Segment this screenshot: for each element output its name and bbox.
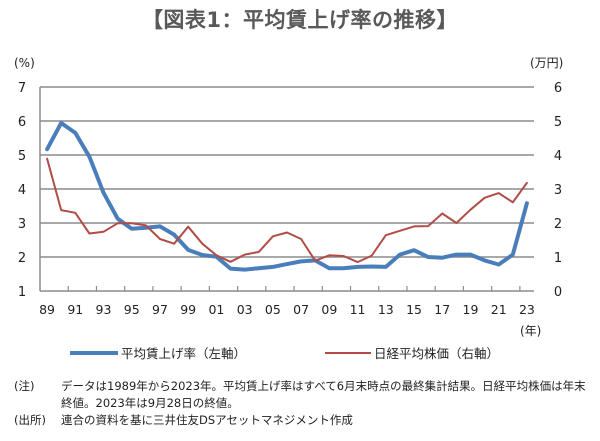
x-tick-label: 17 bbox=[434, 302, 450, 317]
x-tick-label: 07 bbox=[293, 302, 309, 317]
source-label: (出所) bbox=[14, 413, 46, 427]
x-tick-label: 09 bbox=[321, 302, 337, 317]
chart-title: 【図表1：平均賃上げ率の推移】 bbox=[141, 8, 459, 32]
x-tick-label: 23 bbox=[519, 302, 535, 317]
series-line-wage bbox=[45, 121, 529, 272]
series-line-nikkei bbox=[46, 157, 528, 264]
note-label: (注) bbox=[14, 379, 35, 393]
x-tick-label: 97 bbox=[152, 302, 168, 317]
source-row: (出所) 連合の資料を基に三井住友DSアセットマネジメント作成 bbox=[14, 412, 594, 429]
x-tick-label: 03 bbox=[237, 302, 253, 317]
legend-item-nikkei: 日経平均株価（右軸） bbox=[325, 343, 499, 362]
footnotes: (注) データは1989年から2023年。平均賃上げ率はすべて6月末時点の最終集… bbox=[14, 378, 594, 429]
x-tick-label: 11 bbox=[350, 302, 366, 317]
y-tick-left: 5 bbox=[18, 149, 26, 164]
x-tick-label: 13 bbox=[378, 302, 394, 317]
y-tick-left: 6 bbox=[18, 115, 26, 130]
y-tick-left: 4 bbox=[18, 183, 26, 198]
legend-swatch-blue bbox=[70, 350, 118, 355]
right-axis-unit: (万円) bbox=[530, 56, 563, 70]
note-text: データは1989年から2023年。平均賃上げ率はすべて6月末時点の最終集計結果。… bbox=[61, 379, 586, 410]
y-tick-right: 6 bbox=[554, 81, 562, 96]
x-tick-label: 95 bbox=[124, 302, 140, 317]
y-tick-right: 4 bbox=[554, 149, 562, 164]
x-tick-label: 89 bbox=[39, 302, 55, 317]
x-tick-label: 21 bbox=[491, 302, 507, 317]
y-tick-left: 7 bbox=[18, 81, 26, 96]
y-tick-right: 1 bbox=[554, 251, 562, 266]
y-tick-right: 0 bbox=[554, 285, 562, 300]
x-axis-unit: (年) bbox=[520, 324, 541, 338]
y-tick-left: 1 bbox=[18, 285, 26, 300]
x-tick-label: 05 bbox=[265, 302, 281, 317]
y-tick-right: 5 bbox=[554, 115, 562, 130]
legend-swatch-red bbox=[325, 351, 371, 354]
left-axis-unit: (%) bbox=[14, 56, 35, 70]
y-tick-right: 3 bbox=[554, 183, 562, 198]
series-lines bbox=[45, 121, 529, 272]
legend-label-wage: 平均賃上げ率（左軸） bbox=[121, 346, 247, 361]
x-tick-label: 19 bbox=[463, 302, 479, 317]
x-tick-label: 15 bbox=[406, 302, 422, 317]
y-tick-left: 2 bbox=[18, 251, 26, 266]
x-tick-label: 99 bbox=[180, 302, 196, 317]
legend-label-nikkei: 日経平均株価（右軸） bbox=[374, 346, 500, 361]
y-tick-right: 2 bbox=[554, 217, 562, 232]
x-tick-label: 91 bbox=[67, 302, 83, 317]
legend-item-wage: 平均賃上げ率（左軸） bbox=[70, 343, 246, 362]
axes bbox=[39, 87, 534, 292]
x-tick-label: 01 bbox=[208, 302, 224, 317]
x-tick-label: 93 bbox=[96, 302, 112, 317]
note-row: (注) データは1989年から2023年。平均賃上げ率はすべて6月末時点の最終集… bbox=[14, 378, 594, 412]
source-text: 連合の資料を基に三井住友DSアセットマネジメント作成 bbox=[61, 413, 353, 427]
y-tick-left: 3 bbox=[18, 217, 26, 232]
